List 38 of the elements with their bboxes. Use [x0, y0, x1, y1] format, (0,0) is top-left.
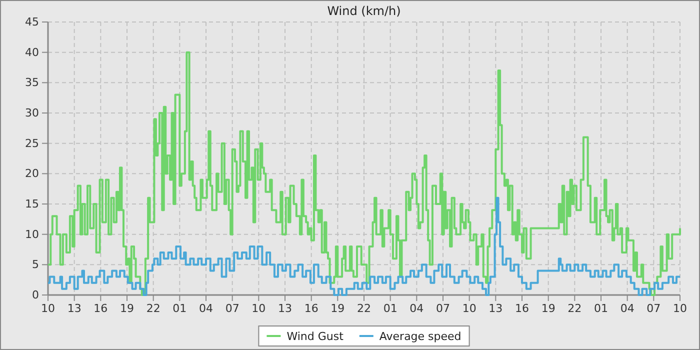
x-tick-label: 22 — [357, 302, 371, 315]
x-tick-label: 01 — [383, 302, 398, 315]
x-tick-label: 16 — [94, 302, 108, 315]
x-tick-label: 22 — [568, 302, 582, 315]
x-tick-label: 13 — [488, 302, 503, 315]
y-tick-label: 45 — [25, 16, 39, 29]
x-tick-label: 04 — [620, 302, 634, 315]
x-tick-label: 04 — [199, 302, 213, 315]
x-tick-label: 04 — [410, 302, 424, 315]
x-tick-label: 10 — [252, 302, 266, 315]
x-tick-label: 07 — [436, 302, 450, 315]
y-tick-label: 0 — [32, 288, 39, 302]
y-tick-label: 35 — [25, 76, 39, 90]
y-tick-label: 20 — [25, 167, 39, 180]
x-tick-label: 10 — [462, 302, 476, 315]
legend-label: Wind Gust — [286, 330, 344, 343]
x-tick-label: 10 — [673, 302, 687, 315]
chart-title: Wind (km/h) — [327, 4, 401, 18]
x-tick-label: 19 — [330, 302, 345, 315]
x-tick-label: 13 — [278, 302, 292, 315]
x-tick-label: 13 — [67, 302, 82, 315]
y-tick-label: 10 — [25, 228, 39, 241]
x-tick-label: 22 — [146, 302, 160, 315]
x-tick-label: 16 — [515, 302, 529, 315]
y-tick-label: 25 — [25, 136, 39, 150]
x-tick-label: 10 — [41, 302, 55, 315]
x-tick-label: 07 — [646, 302, 661, 315]
x-tick-label: 01 — [172, 302, 187, 315]
y-tick-label: 40 — [25, 46, 39, 59]
x-tick-label: 01 — [594, 302, 608, 315]
x-tick-label: 07 — [225, 302, 240, 315]
y-tick-label: 5 — [32, 258, 39, 272]
x-tick-label: 19 — [120, 302, 134, 315]
y-tick-label: 30 — [25, 106, 39, 120]
y-tick-label: 15 — [25, 198, 39, 211]
x-tick-label: 16 — [304, 302, 318, 315]
legend-label: Average speed — [379, 330, 462, 343]
x-tick-label: 19 — [541, 302, 556, 315]
